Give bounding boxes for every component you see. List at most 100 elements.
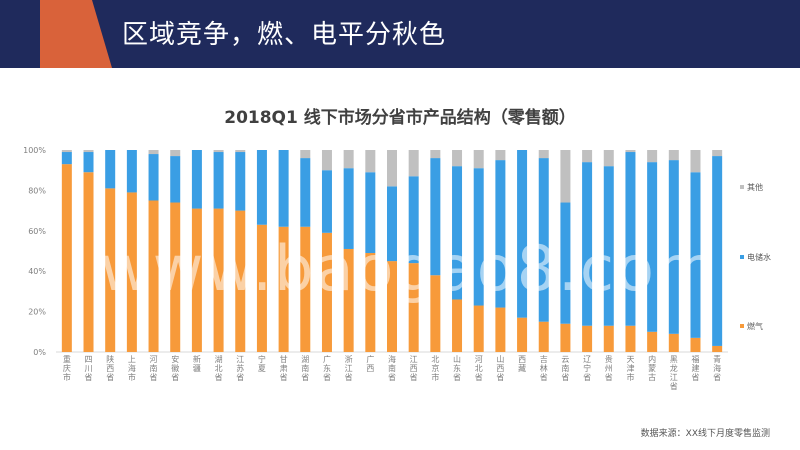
legend-swatch <box>740 185 744 189</box>
bar-segment <box>83 152 94 173</box>
x-tick-label: 苏 <box>236 363 244 373</box>
x-tick-label: 省 <box>561 372 569 382</box>
legend-swatch <box>740 255 744 259</box>
bar-segment <box>408 263 419 352</box>
bar-segment <box>321 150 332 171</box>
x-tick-label: 西 <box>366 364 374 373</box>
x-tick-label: 津 <box>626 363 634 373</box>
x-tick-label: 省 <box>388 372 396 382</box>
x-tick-label: 省 <box>280 372 288 382</box>
bar-segment <box>148 150 159 155</box>
bar-segment <box>191 150 202 209</box>
x-tick-label: 省 <box>85 372 93 382</box>
header-bar <box>0 0 800 68</box>
x-tick-label: 藏 <box>518 363 526 373</box>
bar-segment <box>343 168 354 249</box>
bar-segment <box>256 150 267 225</box>
y-tick-label: 60% <box>28 227 46 236</box>
x-tick-label: 南 <box>301 363 309 373</box>
x-tick-label: 北 <box>475 364 483 373</box>
bar-segment <box>603 166 614 326</box>
x-tick-label: 省 <box>583 372 591 382</box>
source-note: 数据来源：XX线下月度零售监测 <box>640 429 770 439</box>
bar-segment <box>603 325 614 352</box>
x-tick-label: 龙 <box>670 363 678 373</box>
x-tick-label: 海 <box>713 363 721 373</box>
bar-segment <box>300 158 311 227</box>
bar-segment <box>191 208 202 352</box>
bar-segment <box>712 150 723 157</box>
bar-segment <box>690 337 701 352</box>
x-tick-label: 南 <box>388 363 396 373</box>
x-tick-label: 湖 <box>215 355 223 364</box>
x-tick-label: 浙 <box>345 354 353 364</box>
x-tick-label: 市 <box>63 372 71 382</box>
x-tick-label: 夏 <box>258 364 266 373</box>
x-tick-label: 北 <box>431 355 439 364</box>
bar-segment <box>625 152 636 326</box>
bar-segment <box>560 323 571 352</box>
x-tick-label: 宁 <box>583 363 591 373</box>
bar-segment <box>387 186 397 262</box>
bar-segment <box>538 321 549 352</box>
legend-swatch <box>740 324 744 328</box>
x-tick-label: 省 <box>301 372 309 382</box>
x-tick-label: 川 <box>85 364 93 373</box>
x-tick-label: 西 <box>106 364 114 373</box>
x-tick-label: 四 <box>85 355 93 364</box>
bar-segment <box>61 152 72 165</box>
legend-label: 燃气 <box>747 321 763 331</box>
bar-segment <box>517 317 528 352</box>
bar-segment <box>712 156 723 346</box>
bar-segment <box>538 158 549 322</box>
bar-segment <box>278 150 289 227</box>
bar-segment <box>343 150 354 169</box>
x-tick-label: 湖 <box>301 355 309 364</box>
x-tick-label: 省 <box>236 372 244 382</box>
x-tick-label: 省 <box>410 372 418 382</box>
x-tick-label: 贵 <box>605 354 613 364</box>
bar-segment <box>647 331 658 352</box>
x-tick-label: 古 <box>648 372 656 382</box>
x-tick-label: 省 <box>215 372 223 382</box>
bar-segment <box>517 150 528 318</box>
bar-segment <box>213 208 224 352</box>
x-tick-label: 广 <box>323 354 331 364</box>
bar-segment <box>560 202 571 324</box>
page-title: 区域竞争，燃、电平分秋色 <box>122 20 447 50</box>
x-tick-label: 疆 <box>193 364 201 373</box>
x-tick-label: 肃 <box>280 363 288 373</box>
x-tick-label: 省 <box>605 372 613 382</box>
bar-segment <box>365 172 376 254</box>
x-tick-label: 林 <box>540 363 548 373</box>
x-tick-label: 省 <box>171 372 179 382</box>
bar-segment <box>278 226 289 352</box>
bar-segment <box>408 176 419 264</box>
x-tick-label: 省 <box>453 372 461 382</box>
x-tick-label: 山 <box>496 354 504 364</box>
bar-segment <box>170 156 181 203</box>
bar-segment <box>452 166 463 300</box>
y-tick-label: 80% <box>28 186 46 195</box>
bar-segment <box>430 150 441 159</box>
x-tick-label: 南 <box>561 363 569 373</box>
bar-segment <box>61 150 72 153</box>
x-tick-label: 省 <box>475 372 483 382</box>
bar-segment <box>452 150 463 167</box>
y-tick-label: 0% <box>33 348 46 357</box>
x-tick-label: 天 <box>626 355 634 364</box>
bar-segment <box>365 150 376 173</box>
x-tick-label: 陕 <box>106 354 114 364</box>
x-tick-label: 西 <box>518 355 526 364</box>
x-tick-label: 省 <box>670 381 678 391</box>
x-tick-label: 江 <box>236 355 244 364</box>
bar-segment <box>668 160 679 334</box>
x-tick-label: 建 <box>691 363 699 373</box>
x-tick-label: 省 <box>691 372 699 382</box>
x-tick-label: 蒙 <box>648 363 656 373</box>
bar-segment <box>473 305 484 352</box>
bar-segment <box>83 172 94 352</box>
x-tick-label: 省 <box>323 372 331 382</box>
x-tick-label: 海 <box>388 354 396 364</box>
bar-segment <box>690 172 701 338</box>
